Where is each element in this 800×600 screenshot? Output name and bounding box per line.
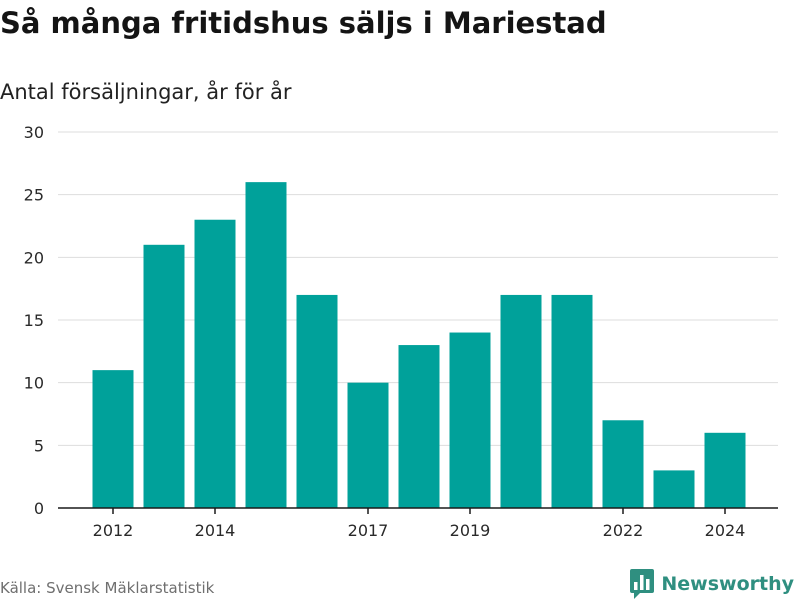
y-tick-label: 20 (24, 248, 44, 267)
x-tick-label: 2017 (348, 521, 389, 540)
y-tick-label: 30 (24, 123, 44, 142)
bar-2023 (653, 470, 695, 508)
bar-2021 (551, 294, 593, 508)
x-tick-label: 2024 (705, 521, 746, 540)
bar-2020 (500, 294, 542, 508)
x-tick-label: 2022 (603, 521, 644, 540)
y-tick-label: 10 (24, 374, 44, 393)
bar-2015 (245, 182, 287, 508)
bar-2012 (92, 370, 134, 508)
chart-title: Så många fritidshus säljs i Mariestad (0, 6, 607, 40)
bar-2019 (449, 332, 491, 508)
bar-2017 (347, 382, 389, 508)
x-axis-ticks: 2012 2014 2017 2019 2022 2024 (93, 508, 746, 540)
brand-logo: Newsworthy (630, 568, 794, 600)
bar-2014 (194, 219, 236, 508)
x-tick-label: 2014 (195, 521, 236, 540)
bar-2013 (143, 244, 185, 509)
y-tick-label: 25 (24, 186, 44, 205)
source-note: Källa: Svensk Mäklarstatistik (0, 579, 215, 597)
bar-2024 (704, 432, 746, 508)
bars (92, 182, 746, 509)
brand-name: Newsworthy (661, 573, 794, 595)
y-tick-label: 0 (34, 499, 44, 518)
bar-2018 (398, 345, 440, 508)
chart-subtitle: Antal försäljningar, år för år (0, 80, 292, 104)
y-tick-label: 15 (24, 311, 44, 330)
bar-chart-speech-bubble-icon (630, 569, 655, 599)
bar-2022 (602, 420, 644, 508)
y-axis-ticks: 0 5 10 15 20 25 30 (24, 123, 44, 518)
bar-chart: 0 5 10 15 20 25 30 2012 2014 2017 2019 2022 2024 (24, 123, 778, 540)
bar-2016 (296, 294, 338, 508)
x-tick-label: 2019 (450, 521, 491, 540)
x-tick-label: 2012 (93, 521, 134, 540)
y-tick-label: 5 (34, 436, 44, 455)
